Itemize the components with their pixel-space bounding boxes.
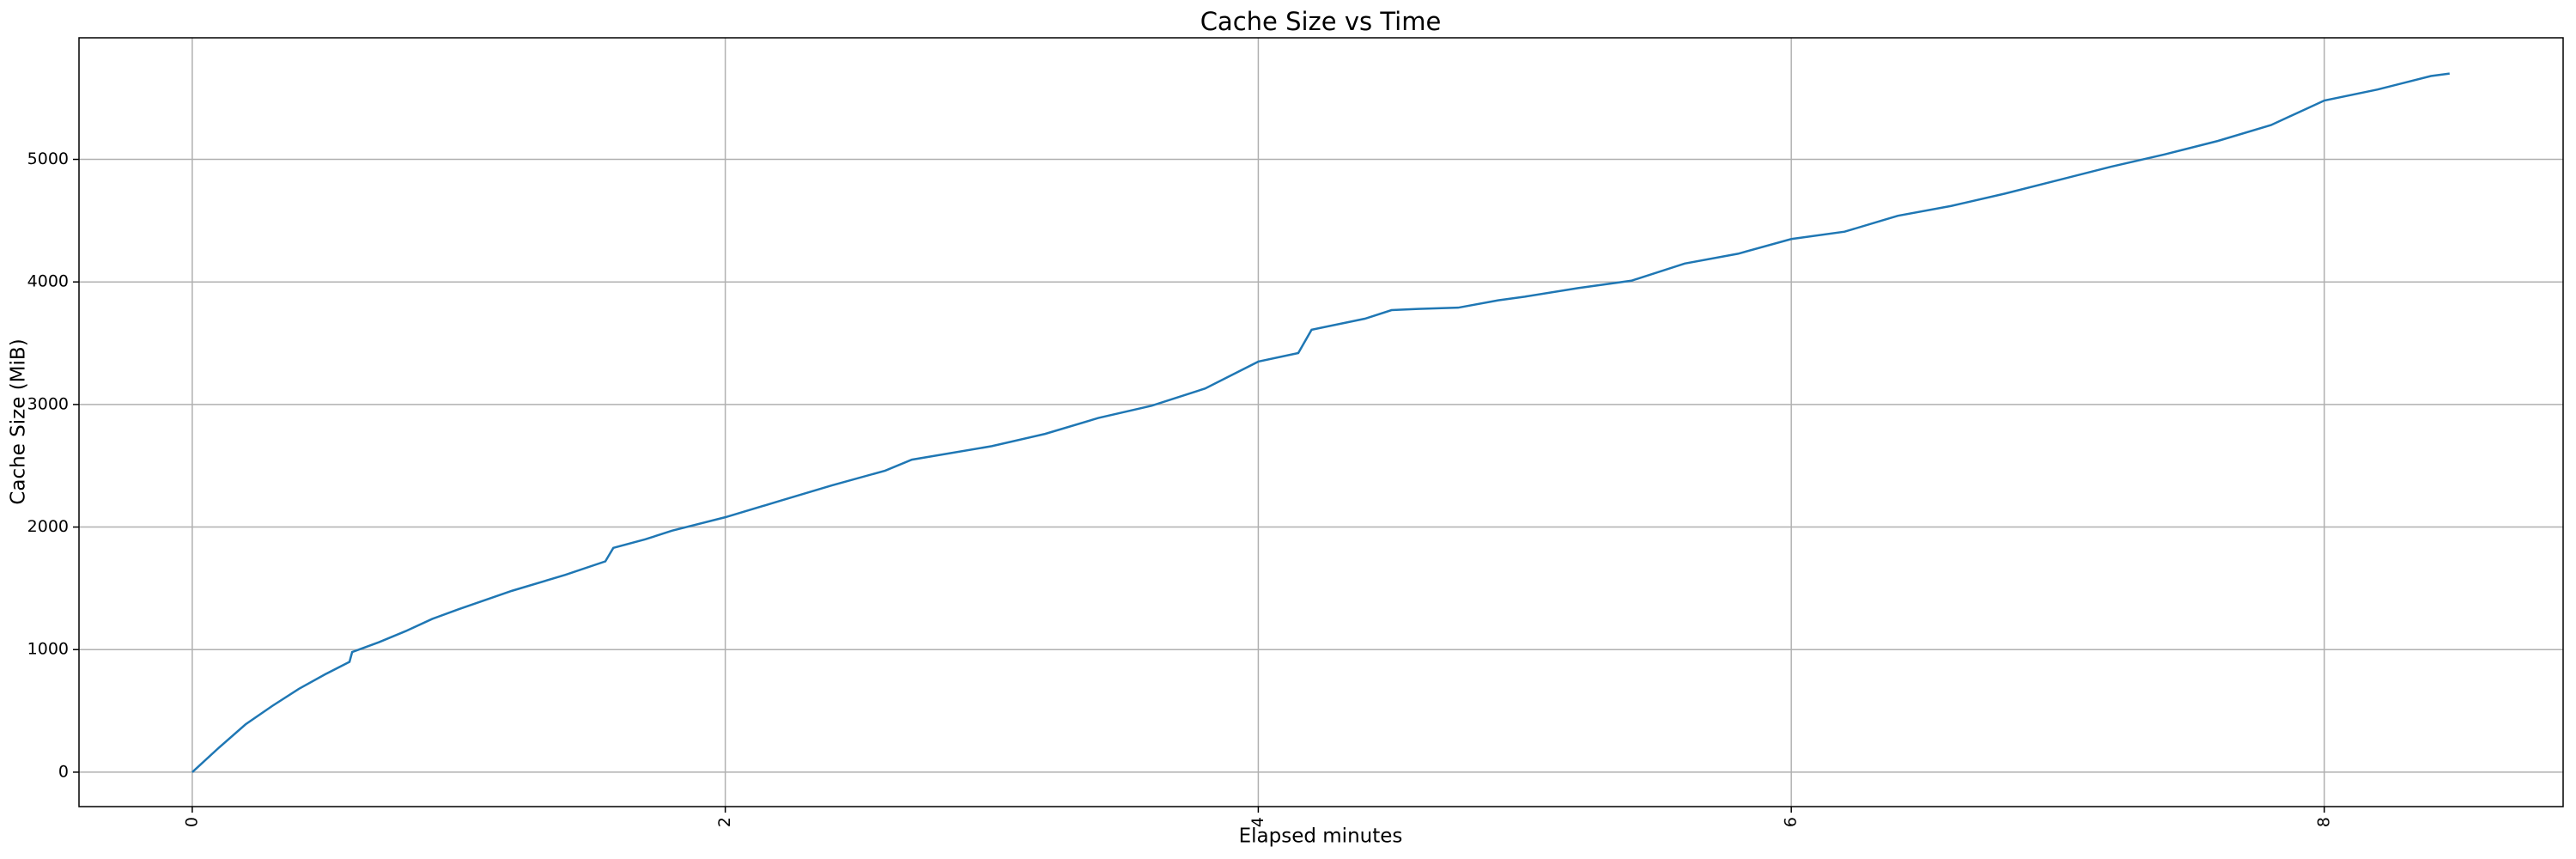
x-tick-label: 8 <box>2314 817 2333 827</box>
chart-title: Cache Size vs Time <box>1200 7 1442 36</box>
x-tick-label: 0 <box>182 817 201 827</box>
y-tick-label: 5000 <box>27 149 69 168</box>
y-tick-label: 4000 <box>27 272 69 291</box>
x-axis-label: Elapsed minutes <box>1239 825 1403 848</box>
y-axis-label: Cache Size (MiB) <box>8 338 30 504</box>
plot-frame <box>78 37 2564 807</box>
y-tick-label: 1000 <box>27 640 69 659</box>
x-tick-label: 6 <box>1782 817 1801 827</box>
y-tick-label: 0 <box>58 762 69 781</box>
data-line <box>191 72 2450 773</box>
x-tick-label: 4 <box>1249 817 1267 827</box>
x-tick-label: 2 <box>715 817 734 827</box>
y-tick-label: 3000 <box>27 394 69 413</box>
y-tick-label: 2000 <box>27 517 69 536</box>
